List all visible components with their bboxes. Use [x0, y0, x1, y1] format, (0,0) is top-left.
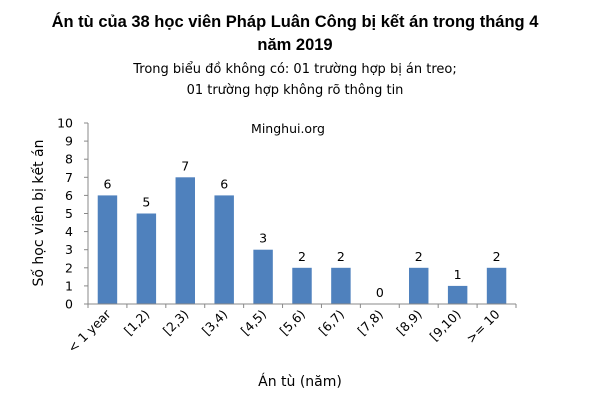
- chart-title: Án tù của 38 học viên Pháp Luân Công bị …: [52, 12, 540, 54]
- x-tick-label: [2,3): [160, 307, 192, 339]
- bars-group: [97, 177, 507, 304]
- y-tick-label: 5: [65, 206, 73, 221]
- x-tick-label: [7,8): [354, 307, 386, 339]
- x-tick-label: >= 10: [463, 306, 503, 346]
- x-tick-label: [9,10): [427, 307, 464, 344]
- x-tick-label: [4,5): [238, 307, 270, 339]
- y-tick-label: 7: [65, 170, 73, 185]
- chart-subtitle: Trong biểu đồ không có: 01 trường hợp bị…: [132, 62, 457, 98]
- bar-value-label: 2: [298, 249, 306, 264]
- y-tick-label: 1: [65, 278, 73, 293]
- bar-value-label: 6: [220, 176, 228, 191]
- bar-value-label: 2: [493, 249, 501, 264]
- bar: [253, 249, 273, 304]
- bar: [97, 195, 118, 304]
- x-tick-label: < 1 year: [65, 306, 115, 356]
- bar-value-label: 2: [337, 249, 345, 264]
- bar: [331, 267, 351, 304]
- bar: [292, 267, 312, 304]
- chart-title-line-2: năm 2019: [257, 36, 332, 54]
- x-tick-label: [3,4): [199, 307, 231, 339]
- bar: [175, 177, 195, 304]
- bar: [486, 267, 507, 304]
- y-tick-label: 0: [65, 297, 73, 312]
- bar-value-label: 7: [181, 158, 189, 173]
- bar: [447, 285, 468, 304]
- y-axis-ticks: 0 1 2 3 4 5 6 7 8 9 10: [57, 116, 88, 312]
- x-tick-label: [6,7): [315, 307, 347, 339]
- y-tick-label: 3: [65, 242, 73, 257]
- y-tick-label: 6: [65, 188, 73, 203]
- bar-value-label: 0: [376, 285, 384, 300]
- chart-title-line-1: Án tù của 38 học viên Pháp Luân Công bị …: [52, 12, 540, 31]
- bar-value-label: 5: [142, 195, 150, 210]
- y-tick-label: 2: [65, 260, 73, 275]
- x-axis-label: Án tù (năm): [258, 373, 342, 390]
- x-tick-label: [5,6): [277, 307, 309, 339]
- bar: [409, 267, 429, 304]
- watermark-text: Minghui.org: [251, 121, 325, 136]
- chart-subtitle-line-2: 01 trường hợp không rõ thông tin: [187, 83, 404, 98]
- bar-value-label: 6: [103, 176, 111, 191]
- bar: [136, 213, 157, 304]
- x-axis-ticks: < 1 year [1,2) [2,3) [3,4) [4,5) [5,6) [6,7) [7…: [65, 304, 517, 356]
- y-tick-label: 4: [65, 224, 73, 239]
- chart-subtitle-line-1: Trong biểu đồ không có: 01 trường hợp bị…: [132, 62, 457, 77]
- bar: [214, 195, 234, 304]
- y-tick-label: 10: [57, 116, 73, 131]
- bar-value-label: 2: [415, 249, 423, 264]
- y-tick-label: 8: [65, 152, 73, 167]
- y-axis-label: Số học viên bị kết án: [30, 140, 47, 287]
- x-tick-label: [1,2): [121, 307, 153, 339]
- bar-value-label: 1: [454, 267, 462, 282]
- data-labels-group: 6 5 7 6 3 2 2 0 2 1 2: [103, 158, 500, 300]
- y-tick-label: 9: [65, 134, 73, 149]
- x-tick-label: [8,9): [393, 307, 425, 339]
- bar-value-label: 3: [259, 231, 267, 246]
